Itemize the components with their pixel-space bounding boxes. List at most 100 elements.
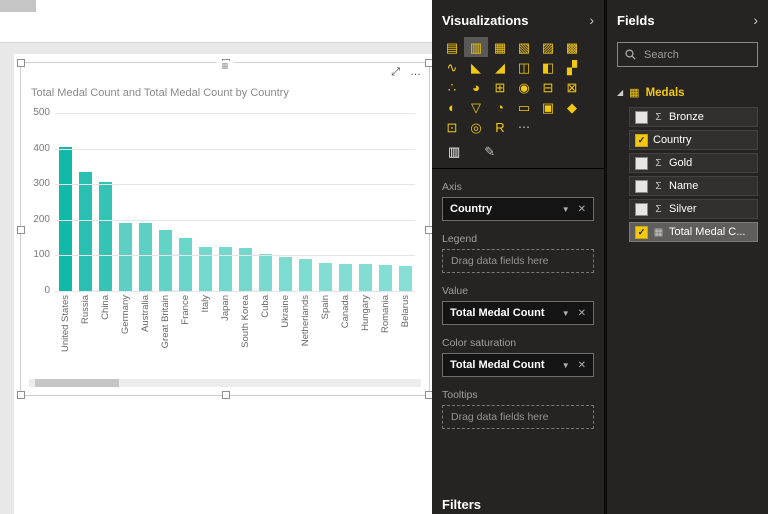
field-row-country[interactable]: ✓Country [629, 130, 758, 150]
checkbox-country[interactable]: ✓ [635, 134, 648, 147]
line-and-clustered-column-chart-icon[interactable]: ◧ [536, 57, 560, 77]
well-axis-field[interactable]: Country▼✕ [442, 197, 594, 221]
map-icon[interactable]: ◉ [512, 77, 536, 97]
well-legend-dropzone[interactable]: Drag data fields here [442, 249, 594, 273]
drag-grip-icon[interactable]: ≡ [216, 61, 233, 71]
dropdown-caret-icon[interactable]: ▼ [562, 205, 570, 214]
bar-cuba[interactable] [259, 254, 272, 291]
funnel-chart-icon[interactable]: ▽ [464, 97, 488, 117]
expand-collapse-icon[interactable]: ◢ [617, 89, 623, 97]
scrollbar-thumb[interactable] [35, 379, 119, 387]
more-visuals-icon[interactable]: ⋯ [512, 117, 536, 137]
kpi-icon[interactable]: ◆ [560, 97, 584, 117]
more-options-icon[interactable]: … [410, 67, 421, 78]
bar-hungary[interactable] [359, 264, 372, 291]
resize-handle[interactable] [17, 59, 25, 67]
bar-australia[interactable] [139, 223, 152, 291]
bar-great-britain[interactable] [159, 230, 172, 291]
chart-visual[interactable]: ≡ ⤢ … Total Medal Count and Total Medal … [20, 62, 430, 396]
field-name: Gold [669, 157, 692, 169]
bar-ukraine[interactable] [279, 257, 292, 291]
waterfall-chart-icon[interactable]: ▞ [560, 57, 584, 77]
bar-russia[interactable] [79, 172, 92, 291]
line-and-stacked-column-chart-icon[interactable]: ◫ [512, 57, 536, 77]
gridline [55, 255, 415, 256]
checkbox-gold[interactable] [635, 157, 648, 170]
collapse-panel-icon[interactable]: › [753, 12, 758, 28]
field-row-name[interactable]: ΣName [629, 176, 758, 196]
stacked-bar-chart-icon[interactable]: ▤ [440, 37, 464, 57]
field-row-total-medal-c[interactable]: ✓▦Total Medal C... [629, 222, 758, 242]
checkbox-total-medal-c[interactable]: ✓ [635, 226, 648, 239]
powerbi-app: ≡ ⤢ … Total Medal Count and Total Medal … [0, 0, 768, 514]
report-canvas: ≡ ⤢ … Total Medal Count and Total Medal … [0, 0, 432, 514]
fields-tab[interactable]: ▥ [448, 145, 460, 159]
bar-netherlands[interactable] [299, 259, 312, 291]
dropdown-caret-icon[interactable]: ▼ [562, 361, 570, 370]
clustered-bar-chart-icon[interactable]: ▦ [488, 37, 512, 57]
focus-mode-icon[interactable]: ⤢ [391, 67, 400, 78]
line-chart-icon[interactable]: ∿ [440, 57, 464, 77]
bar-slot [275, 257, 295, 291]
resize-handle[interactable] [17, 391, 25, 399]
bar-germany[interactable] [119, 223, 132, 291]
slicer-icon[interactable]: ⊡ [440, 117, 464, 137]
stacked-column-chart-icon[interactable]: ▥ [464, 37, 488, 57]
well-color-saturation-field[interactable]: Total Medal Count▼✕ [442, 353, 594, 377]
x-axis-label-canada: Canada [340, 295, 351, 328]
resize-handle[interactable] [425, 59, 432, 67]
scatter-chart-icon[interactable]: ∴ [440, 77, 464, 97]
matrix-icon[interactable]: ⊠ [560, 77, 584, 97]
field-row-silver[interactable]: ΣSilver [629, 199, 758, 219]
table-medals[interactable]: ◢ ▦ Medals [607, 67, 768, 107]
multi-row-card-icon[interactable]: ▣ [536, 97, 560, 117]
remove-field-icon[interactable]: ✕ [578, 308, 586, 319]
remove-field-icon[interactable]: ✕ [578, 204, 586, 215]
remove-field-icon[interactable]: ✕ [578, 360, 586, 371]
field-row-bronze[interactable]: ΣBronze [629, 107, 758, 127]
area-chart-icon[interactable]: ◣ [464, 57, 488, 77]
bar-slot [315, 263, 335, 291]
clustered-column-chart-icon[interactable]: ▧ [512, 37, 536, 57]
bar-china[interactable] [99, 182, 112, 291]
dropdown-caret-icon[interactable]: ▼ [562, 309, 570, 318]
filled-map-icon[interactable]: ◐ [440, 97, 464, 117]
format-tab[interactable]: ✎ [484, 145, 495, 159]
checkbox-silver[interactable] [635, 203, 648, 216]
bar-slot [135, 223, 155, 291]
collapse-panel-icon[interactable]: › [589, 12, 594, 28]
search-input[interactable] [642, 48, 750, 62]
bar-belarus[interactable] [399, 266, 412, 291]
bar-romania[interactable] [379, 265, 392, 291]
pie-chart-icon[interactable]: ◕ [464, 77, 488, 97]
bar-italy[interactable] [199, 247, 212, 292]
checkbox-name[interactable] [635, 180, 648, 193]
treemap-icon[interactable]: ⊞ [488, 77, 512, 97]
resize-handle[interactable] [222, 391, 230, 399]
bar-japan[interactable] [219, 247, 232, 292]
checkbox-bronze[interactable] [635, 111, 648, 124]
resize-handle[interactable] [425, 226, 432, 234]
bar-france[interactable] [179, 238, 192, 291]
gauge-chart-icon[interactable]: ◔ [488, 97, 512, 117]
search-box[interactable] [617, 42, 758, 67]
100-stacked-bar-chart-icon[interactable]: ▨ [536, 37, 560, 57]
field-wells: AxisCountry▼✕LegendDrag data fields here… [432, 169, 604, 487]
well-tooltips-dropzone[interactable]: Drag data fields here [442, 405, 594, 429]
well-label-tooltips: Tooltips [442, 389, 594, 401]
x-axis-label-spain: Spain [320, 295, 331, 319]
horizontal-scrollbar[interactable] [29, 379, 421, 387]
field-row-gold[interactable]: ΣGold [629, 153, 758, 173]
x-label-slot: United States [55, 295, 75, 352]
y-tick-label: 100 [33, 250, 50, 260]
bar-canada[interactable] [339, 264, 352, 291]
bar-spain[interactable] [319, 263, 332, 291]
stacked-area-chart-icon[interactable]: ◢ [488, 57, 512, 77]
r-script-visual-icon[interactable]: R [488, 117, 512, 137]
resize-handle[interactable] [425, 391, 432, 399]
well-value-field[interactable]: Total Medal Count▼✕ [442, 301, 594, 325]
100-stacked-column-chart-icon[interactable]: ▩ [560, 37, 584, 57]
card-icon[interactable]: ▭ [512, 97, 536, 117]
donut-chart-icon[interactable]: ◎ [464, 117, 488, 137]
table-icon[interactable]: ⊟ [536, 77, 560, 97]
